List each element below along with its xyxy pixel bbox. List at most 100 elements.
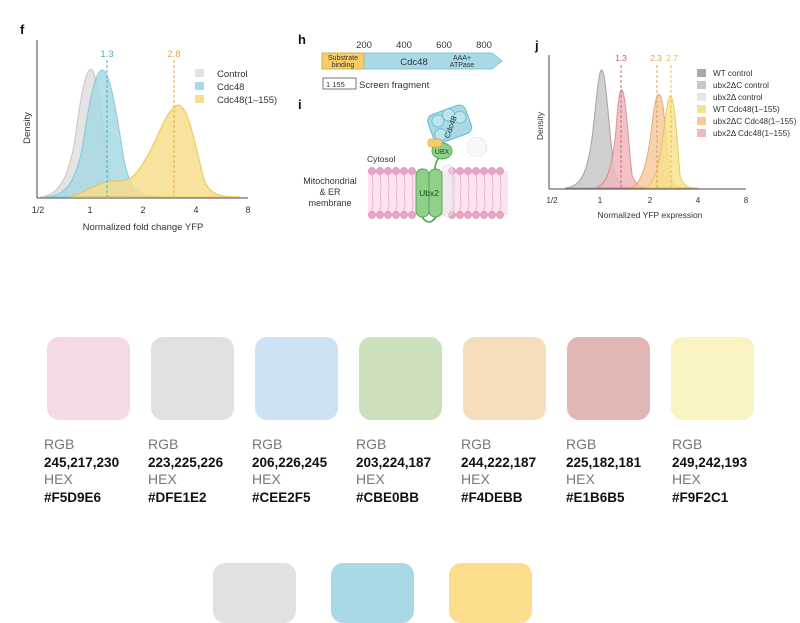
panel-h-scale-label: 200	[356, 40, 372, 51]
panel-j-legend-label: ubx2ΔC Cdc48(1–155)	[713, 117, 797, 126]
rgb-label: RGB	[44, 436, 75, 452]
panel-f-tick: 1	[87, 205, 92, 215]
panel-i: i Ubx2 UBX Cdc48 Cytosol Mitochond	[298, 97, 508, 223]
palette-swatch	[463, 337, 546, 420]
membrane-label: membrane	[308, 198, 351, 208]
palette-info: RGB 244,222,187 HEX #F4DEBB	[461, 436, 571, 506]
hex-value: #F5D9E6	[44, 489, 102, 505]
panel-j-marker-label: 2.3	[650, 53, 662, 63]
palette-info: RGB 249,242,193 HEX #F9F2C1	[672, 436, 782, 506]
palette-swatch	[359, 337, 442, 420]
panel-j-legend-label: ubx2Δ Cdc48(1–155)	[713, 129, 790, 138]
panel-j-legend-swatch	[697, 117, 706, 125]
panel-h-fragment-label: Screen fragment	[359, 80, 430, 91]
ubx-label: UBX	[435, 149, 450, 156]
panel-h-atpase-text: AAA+	[453, 55, 471, 62]
membrane-label: & ER	[319, 187, 341, 197]
panel-h-fragment-range: 1 155	[326, 80, 345, 89]
panel-f-tick: 2	[140, 205, 145, 215]
palette-swatch	[151, 337, 234, 420]
panel-j-legend-swatch	[697, 81, 706, 89]
rgb-label: RGB	[252, 436, 283, 452]
panel-j-letter: j	[534, 38, 539, 53]
hex-label: HEX	[566, 471, 595, 487]
rgb-value: 203,224,187	[356, 454, 432, 470]
palette-swatch	[47, 337, 130, 420]
panel-j-legend-swatch	[697, 69, 706, 77]
panel-j-tick: 2	[648, 196, 653, 205]
panel-f-legend-swatch	[195, 69, 204, 77]
panel-j-marker-label: 2.7	[666, 53, 678, 63]
rgb-value: 245,217,230	[44, 454, 120, 470]
panel-j-marker-label: 1.3	[615, 53, 627, 63]
hex-label: HEX	[148, 471, 177, 487]
palette-swatch	[567, 337, 650, 420]
panel-h-letter: h	[298, 32, 306, 47]
palette-swatch	[671, 337, 754, 420]
cytosol-label: Cytosol	[367, 154, 395, 164]
palette-swatch-bottom	[449, 563, 532, 623]
panel-f-legend-label: Cdc48(1–155)	[217, 95, 277, 106]
hex-value: #E1B6B5	[566, 489, 625, 505]
panel-f-xlabel: Normalized fold change YFP	[83, 222, 204, 233]
palette-info: RGB 223,225,226 HEX #DFE1E2	[148, 436, 258, 506]
panel-j-tick: 1	[598, 196, 603, 205]
panel-f-ylabel: Density	[22, 112, 33, 144]
panel-f-tick: 1/2	[32, 205, 45, 215]
rgb-value: 244,222,187	[461, 454, 537, 470]
panel-h-substrate-binding	[321, 52, 365, 70]
rgb-value: 206,226,245	[252, 454, 328, 470]
panel-f-marker-label: 2.8	[167, 49, 180, 60]
panel-j-legend-label: ubx2ΔC control	[713, 81, 769, 90]
hex-value: #F9F2C1	[672, 489, 729, 505]
hex-value: #DFE1E2	[148, 489, 207, 505]
panel-h-fragment-box	[322, 77, 357, 90]
panel-j-tick: 1/2	[546, 196, 558, 205]
panel-h-substrate-text: Substrate	[328, 55, 358, 62]
panel-h: h 200 400 600 800 Substrate binding Cdc4…	[298, 32, 503, 91]
cdc48-complex	[427, 104, 473, 144]
panel-j-ylabel: Density	[535, 111, 545, 140]
membrane-label: Mitochondrial	[303, 176, 357, 186]
panel-f-legend-swatch	[195, 95, 204, 103]
panel-f-tick: 8	[245, 205, 250, 215]
rgb-label: RGB	[566, 436, 597, 452]
panel-j-xlabel: Normalized YFP expression	[597, 210, 702, 220]
panel-j-legend-label: ubx2Δ control	[713, 93, 763, 102]
panel-j-legend-swatch	[697, 105, 706, 113]
palette-swatch-bottom	[331, 563, 414, 623]
rgb-label: RGB	[672, 436, 703, 452]
rgb-label: RGB	[461, 436, 492, 452]
ghost-complex	[441, 136, 488, 218]
panel-f-marker-label: 1.3	[100, 49, 113, 60]
panel-i-letter: i	[298, 97, 302, 112]
panel-h-atpase-text: ATPase	[450, 62, 474, 69]
hex-label: HEX	[44, 471, 73, 487]
palette-info: RGB 206,226,245 HEX #CEE2F5	[252, 436, 362, 506]
panel-j-legend-label: WT control	[713, 69, 753, 78]
panel-h-scale-label: 800	[476, 40, 492, 51]
rgb-value: 223,225,226	[148, 454, 224, 470]
cdc48-substrate-binding	[427, 138, 443, 148]
rgb-value: 225,182,181	[566, 454, 642, 470]
ubx2-label: Ubx2	[419, 188, 439, 198]
palette-info: RGB 225,182,181 HEX #E1B6B5	[566, 436, 676, 506]
palette-info: RGB 245,217,230 HEX #F5D9E6	[44, 436, 154, 506]
palette-info: RGB 203,224,187 HEX #CBE0BB	[356, 436, 466, 506]
ubx2-protein	[415, 154, 443, 223]
hex-value: #CBE0BB	[356, 489, 420, 505]
panel-f-curve-cdc48-fragment	[69, 104, 241, 198]
panel-j-tick: 4	[696, 196, 701, 205]
panel-f-legend-label: Control	[217, 69, 248, 80]
panel-f-tick: 4	[193, 205, 198, 215]
panel-j-legend-swatch	[697, 93, 706, 101]
palette-swatch-bottom	[213, 563, 296, 623]
panel-f-letter: f	[20, 22, 25, 37]
rgb-value: 249,242,193	[672, 454, 748, 470]
hex-label: HEX	[461, 471, 490, 487]
panel-j-tick: 8	[744, 196, 749, 205]
hex-value: #CEE2F5	[252, 489, 311, 505]
panel-h-domain-name: Cdc48	[400, 57, 427, 68]
panel-f: f Density Normalized fold change YFP 1/2…	[20, 22, 277, 233]
rgb-label: RGB	[148, 436, 179, 452]
